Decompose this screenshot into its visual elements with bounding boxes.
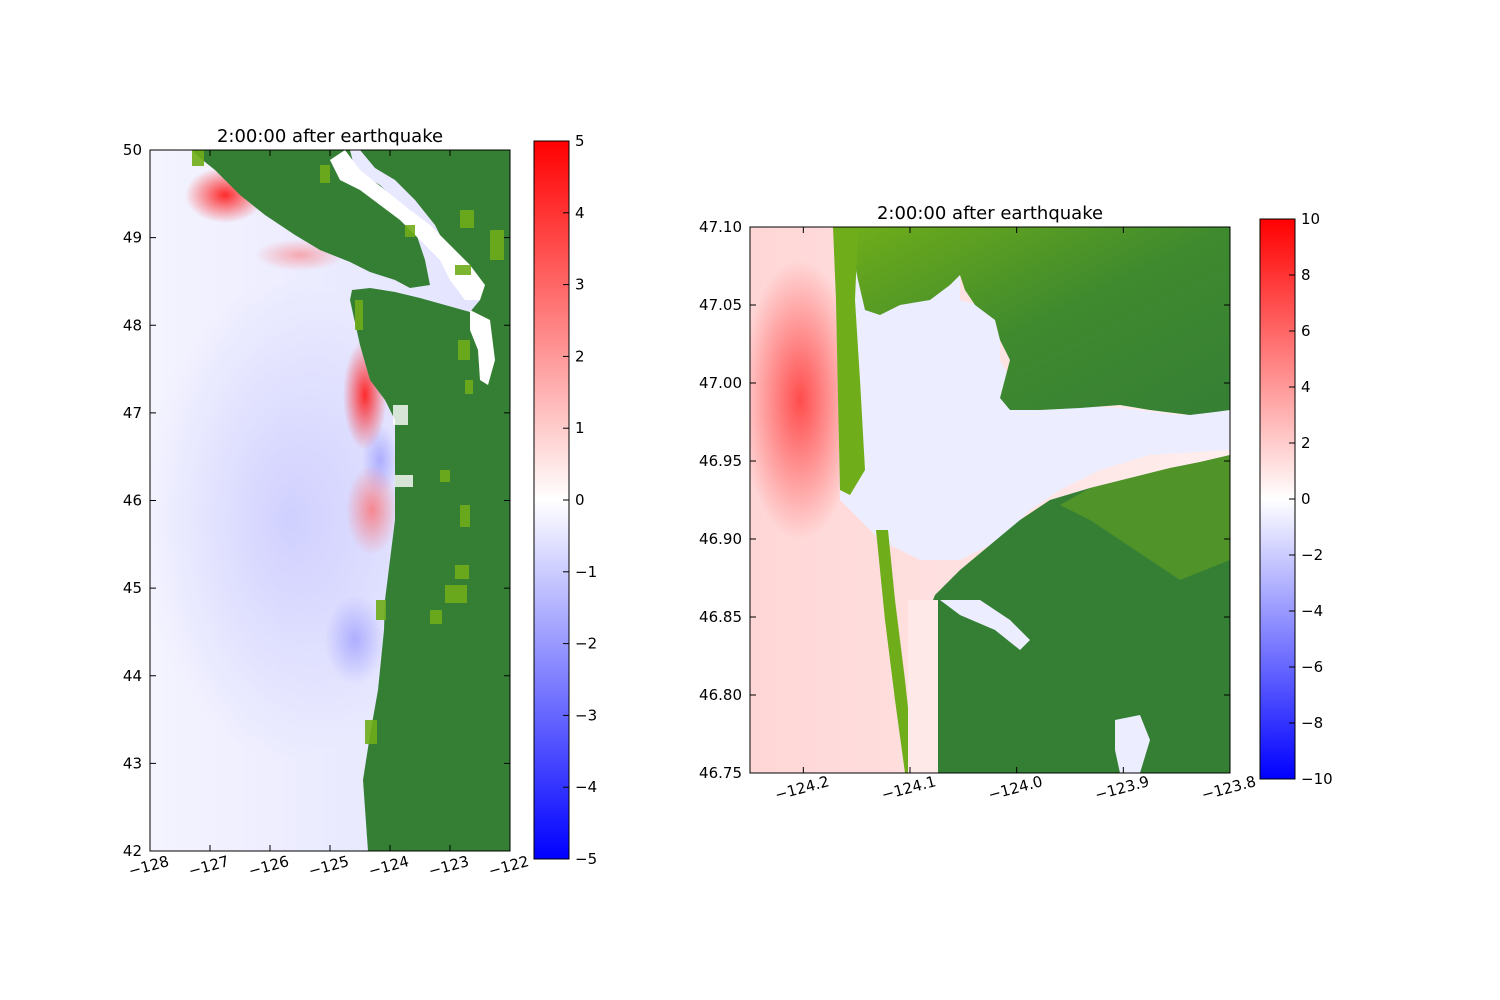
colorbar-tick-label: 10 — [1301, 210, 1320, 228]
y-tick-label: 46.75 — [699, 764, 742, 782]
colorbar-tick-label: 3 — [575, 276, 585, 294]
colorbar-tick-label: 1 — [575, 419, 585, 437]
colorbar-tick-label: 8 — [1301, 266, 1311, 284]
right-map-image — [750, 227, 1230, 773]
colorbar-tick-label: −6 — [1301, 658, 1323, 676]
colorbar-tick-label: −1 — [575, 563, 597, 581]
colorbar-tick-label: 0 — [575, 491, 585, 509]
colorbar-tick-label: −8 — [1301, 714, 1323, 732]
y-tick-label: 46.90 — [699, 530, 742, 548]
right-axes-frame — [749, 226, 1231, 774]
colorbar-tick-label: 6 — [1301, 322, 1311, 340]
y-tick-label: 46.95 — [699, 452, 742, 470]
right-red-anomaly — [750, 260, 860, 540]
left-map-image — [150, 150, 510, 851]
x-tick-label: −123 — [426, 852, 470, 880]
x-tick-label: −127 — [186, 852, 230, 880]
y-tick-label: 49 — [123, 229, 142, 247]
y-tick-label: 46.80 — [699, 686, 742, 704]
y-tick-label: 43 — [123, 754, 142, 772]
x-tick-label: −124 — [366, 852, 410, 880]
colorbar-tick-label: −2 — [1301, 546, 1323, 564]
y-tick-label: 48 — [123, 316, 142, 334]
right-spit-south — [876, 530, 915, 773]
y-tick-label: 42 — [123, 842, 142, 860]
x-tick-label: −123.8 — [1200, 772, 1258, 804]
left-estuary-grays — [393, 405, 408, 425]
left-blue-anomaly-south — [325, 595, 385, 685]
y-tick-label: 47 — [123, 404, 142, 422]
colorbar-tick-label: 2 — [575, 347, 585, 365]
colorbar-tick-label: 2 — [1301, 434, 1311, 452]
colorbar-tick-label: −4 — [575, 778, 597, 796]
x-tick-label: −124.0 — [986, 772, 1044, 804]
left-highlands — [192, 150, 504, 744]
colorbar-tick-label: 5 — [575, 132, 585, 150]
colorbar-tick-label: −2 — [575, 635, 597, 653]
colorbar-tick-label: 0 — [1301, 490, 1311, 508]
y-tick-label: 44 — [123, 667, 142, 685]
left-estuary-columbia — [395, 475, 413, 487]
right-y-ticks: 46.75 46.80 46.85 46.90 46.95 47.00 47.05 47.10 — [699, 218, 1230, 782]
y-tick-label: 47.05 — [699, 296, 742, 314]
right-land-south-highlight — [1060, 455, 1230, 580]
colorbar-tick-label: −4 — [1301, 602, 1323, 620]
right-bay-water — [835, 227, 1230, 560]
y-tick-label: 50 — [123, 141, 142, 159]
x-tick-label: −123.9 — [1093, 772, 1151, 804]
y-tick-label: 46 — [123, 492, 142, 510]
y-tick-label: 47.10 — [699, 218, 742, 236]
x-tick-label: −125 — [306, 852, 350, 880]
x-tick-label: −122 — [486, 852, 530, 880]
right-land-north — [852, 227, 1230, 415]
y-tick-label: 47.00 — [699, 374, 742, 392]
right-colorbar-ticks: −10 −8 −6 −4 −2 0 2 4 6 8 10 — [1289, 210, 1333, 788]
left-water-puget — [470, 310, 495, 385]
right-title: 2:00:00 after earthquake — [877, 203, 1103, 224]
x-tick-label: −124.1 — [880, 772, 938, 804]
right-spit-north — [833, 227, 865, 495]
right-land-south — [918, 455, 1230, 773]
colorbar-tick-label: −3 — [575, 706, 597, 724]
x-tick-label: −124.2 — [773, 772, 831, 804]
y-tick-label: 46.85 — [699, 608, 742, 626]
left-panel: 2:00:00 after earthquake −128 −127 −126 −12… — [123, 126, 597, 880]
y-tick-label: 45 — [123, 579, 142, 597]
colorbar-tick-label: 4 — [1301, 378, 1311, 396]
colorbar-tick-label: −5 — [575, 850, 597, 868]
x-tick-label: −126 — [246, 852, 290, 880]
right-inlet-south — [940, 600, 1030, 650]
right-beach-sand — [908, 600, 938, 773]
colorbar-tick-label: −10 — [1301, 770, 1333, 788]
right-panel: 2:00:00 after earthquake −124.2 −124.1 −12… — [699, 203, 1333, 804]
left-y-ticks: 42 43 44 45 46 47 48 49 50 — [123, 141, 510, 860]
left-colorbar-ticks: −5 −4 −3 −2 −1 0 1 2 3 4 5 — [563, 132, 597, 868]
left-red-anomaly-oregon — [346, 465, 398, 555]
left-title: 2:00:00 after earthquake — [217, 126, 443, 147]
right-inlet-east — [1115, 715, 1150, 773]
colorbar-tick-label: 4 — [575, 204, 585, 222]
